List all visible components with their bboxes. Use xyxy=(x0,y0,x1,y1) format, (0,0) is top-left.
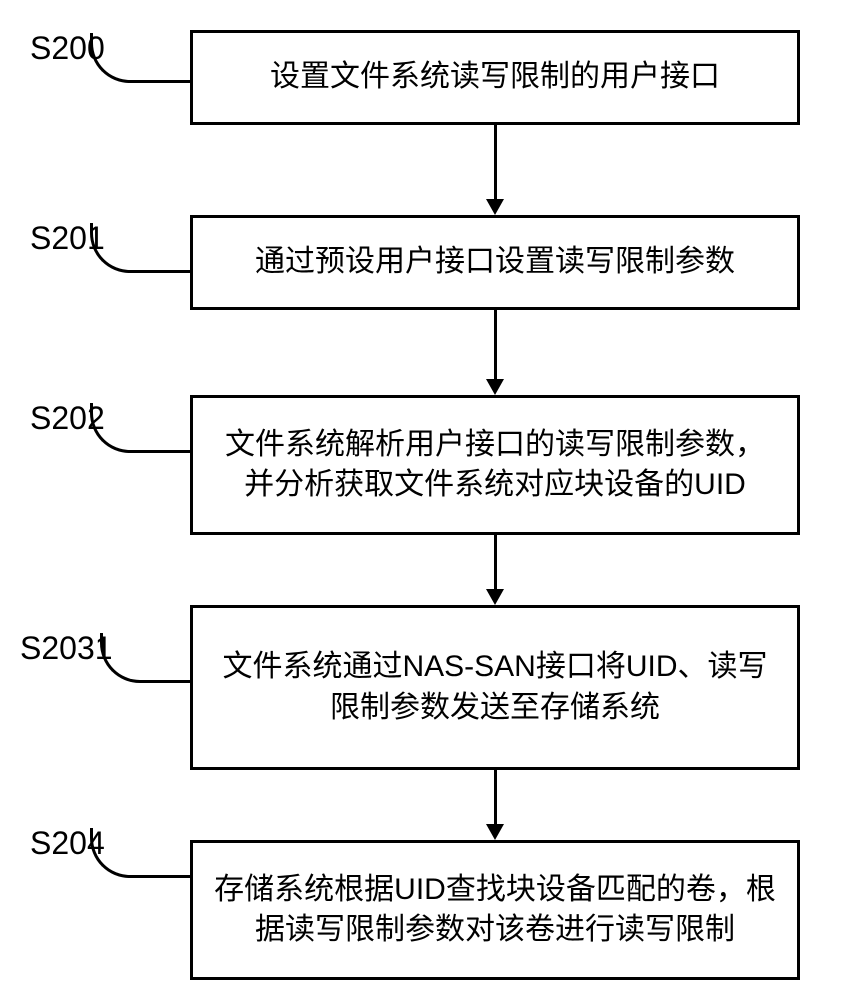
flow-label-s2031: S2031 xyxy=(20,630,113,667)
arrow-shaft xyxy=(494,770,497,824)
flow-step-text: 文件系统解析用户接口的读写限制参数，并分析获取文件系统对应块设备的UID xyxy=(211,425,779,506)
flow-step-s2031: 文件系统通过NAS-SAN接口将UID、读写限制参数发送至存储系统 xyxy=(190,605,800,770)
arrow-shaft xyxy=(494,535,497,589)
flow-step-text: 存储系统根据UID查找块设备匹配的卷，根据读写限制参数对该卷进行读写限制 xyxy=(211,870,779,951)
flow-step-s201: 通过预设用户接口设置读写限制参数 xyxy=(190,215,800,310)
flow-step-s200: 设置文件系统读写限制的用户接口 xyxy=(190,30,800,125)
arrow-head-icon xyxy=(486,199,504,215)
arrow-head-icon xyxy=(486,379,504,395)
flow-step-text: 文件系统通过NAS-SAN接口将UID、读写限制参数发送至存储系统 xyxy=(211,647,779,728)
arrow-head-icon xyxy=(486,589,504,605)
label-connector-s204 xyxy=(90,828,190,878)
arrow-head-icon xyxy=(486,824,504,840)
label-connector-s200 xyxy=(90,33,190,83)
flow-step-text: 设置文件系统读写限制的用户接口 xyxy=(270,57,720,98)
flow-step-text: 通过预设用户接口设置读写限制参数 xyxy=(255,242,735,283)
label-connector-s201 xyxy=(90,223,190,273)
arrow-shaft xyxy=(494,310,497,379)
flow-step-s202: 文件系统解析用户接口的读写限制参数，并分析获取文件系统对应块设备的UID xyxy=(190,395,800,535)
flowchart-container: 设置文件系统读写限制的用户接口S200通过预设用户接口设置读写限制参数S201文… xyxy=(0,0,860,1000)
label-connector-s2031 xyxy=(100,633,190,683)
flow-step-s204: 存储系统根据UID查找块设备匹配的卷，根据读写限制参数对该卷进行读写限制 xyxy=(190,840,800,980)
label-connector-s202 xyxy=(90,403,190,453)
arrow-shaft xyxy=(494,125,497,199)
